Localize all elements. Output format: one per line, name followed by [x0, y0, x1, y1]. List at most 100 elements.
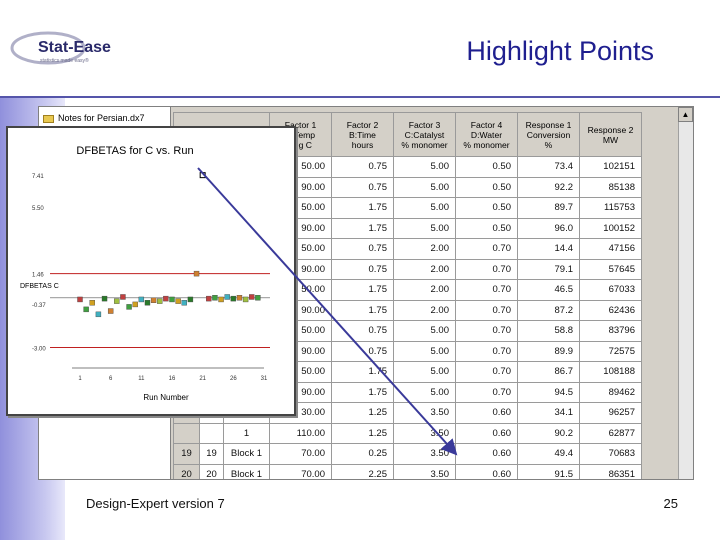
data-point[interactable]	[150, 297, 157, 303]
factor-d-cell[interactable]: 0.70	[455, 279, 518, 301]
factor-d-cell[interactable]: 0.70	[455, 258, 518, 280]
factor-b-cell[interactable]: 1.75	[331, 381, 394, 403]
factor-d-cell[interactable]: 0.60	[455, 422, 518, 444]
factor-c-cell[interactable]: 5.00	[393, 197, 456, 219]
factor-d-cell[interactable]: 0.70	[455, 238, 518, 260]
grid-column-header[interactable]: Response 1 Conversion%	[517, 112, 580, 157]
factor-a-cell[interactable]: 110.00	[269, 422, 332, 444]
data-point[interactable]	[126, 304, 132, 310]
response-2-cell[interactable]: 86351	[579, 463, 642, 479]
factor-b-cell[interactable]: 0.75	[331, 320, 394, 342]
row-number[interactable]: 20	[173, 463, 200, 479]
data-point[interactable]	[138, 296, 145, 303]
data-point[interactable]	[95, 311, 102, 318]
response-2-cell[interactable]: 102151	[579, 156, 642, 178]
factor-b-cell[interactable]: 1.75	[331, 217, 394, 239]
data-point[interactable]	[89, 300, 95, 306]
factor-b-cell[interactable]: 0.25	[331, 443, 394, 465]
response-1-cell[interactable]: 58.8	[517, 320, 580, 342]
data-point[interactable]	[169, 296, 175, 303]
factor-c-cell[interactable]: 5.00	[393, 381, 456, 403]
response-1-cell[interactable]: 87.2	[517, 299, 580, 321]
factor-c-cell[interactable]: 5.00	[393, 217, 456, 239]
factor-d-cell[interactable]: 0.50	[455, 197, 518, 219]
data-point[interactable]	[144, 300, 151, 306]
row-number[interactable]	[173, 422, 200, 444]
factor-d-cell[interactable]: 0.70	[455, 340, 518, 362]
table-row[interactable]: 19 19 Block 1 70.00 0.25 3.50 0.60 49.4 70683	[173, 443, 642, 465]
data-point[interactable]	[175, 298, 181, 304]
std-order-cell[interactable]: 20	[199, 463, 224, 479]
factor-d-cell[interactable]: 0.50	[455, 176, 518, 198]
data-point[interactable]	[120, 294, 126, 300]
factor-d-cell[interactable]: 0.50	[455, 156, 518, 178]
response-1-cell[interactable]: 94.5	[517, 381, 580, 403]
factor-b-cell[interactable]: 2.25	[331, 463, 394, 479]
response-2-cell[interactable]: 100152	[579, 217, 642, 239]
data-point[interactable]	[224, 294, 230, 300]
response-2-cell[interactable]: 70683	[579, 443, 642, 465]
factor-d-cell[interactable]: 0.70	[455, 299, 518, 321]
response-2-cell[interactable]: 96257	[579, 402, 642, 424]
response-2-cell[interactable]: 83796	[579, 320, 642, 342]
factor-c-cell[interactable]: 3.50	[393, 402, 456, 424]
factor-c-cell[interactable]: 3.50	[393, 443, 456, 465]
factor-b-cell[interactable]: 1.75	[331, 361, 394, 383]
factor-a-cell[interactable]: 70.00	[269, 463, 332, 479]
response-2-cell[interactable]: 67033	[579, 279, 642, 301]
data-point[interactable]	[255, 295, 261, 301]
factor-d-cell[interactable]: 0.60	[455, 443, 518, 465]
data-point[interactable]	[157, 298, 163, 304]
factor-c-cell[interactable]: 5.00	[393, 361, 456, 383]
data-point[interactable]	[107, 308, 114, 314]
data-point[interactable]	[163, 295, 169, 302]
response-1-cell[interactable]: 46.5	[517, 279, 580, 301]
data-point[interactable]	[193, 270, 200, 277]
response-2-cell[interactable]: 57645	[579, 258, 642, 280]
row-number[interactable]: 19	[173, 443, 200, 465]
factor-b-cell[interactable]: 1.75	[331, 197, 394, 219]
data-point[interactable]	[230, 295, 237, 302]
grid-column-header[interactable]: Response 2 MW	[579, 112, 642, 157]
response-1-cell[interactable]: 89.9	[517, 340, 580, 362]
response-1-cell[interactable]: 14.4	[517, 238, 580, 260]
response-1-cell[interactable]: 34.1	[517, 402, 580, 424]
response-2-cell[interactable]: 89462	[579, 381, 642, 403]
vertical-scrollbar[interactable]: ▲	[678, 107, 693, 479]
response-2-cell[interactable]: 72575	[579, 340, 642, 362]
block-cell[interactable]: 1	[223, 422, 270, 444]
factor-c-cell[interactable]: 3.50	[393, 463, 456, 479]
response-1-cell[interactable]: 96.0	[517, 217, 580, 239]
response-1-cell[interactable]: 89.7	[517, 197, 580, 219]
data-point[interactable]	[83, 306, 89, 313]
factor-c-cell[interactable]: 2.00	[393, 238, 456, 260]
data-point[interactable]	[181, 300, 187, 306]
factor-d-cell[interactable]: 0.60	[455, 402, 518, 424]
factor-b-cell[interactable]: 0.75	[331, 258, 394, 280]
data-point[interactable]	[187, 296, 194, 303]
factor-b-cell[interactable]: 1.75	[331, 299, 394, 321]
factor-b-cell[interactable]: 1.25	[331, 402, 394, 424]
data-point[interactable]	[218, 296, 224, 303]
tree-item-notes[interactable]: Notes for Persian.dx7	[43, 113, 145, 123]
factor-c-cell[interactable]: 5.00	[393, 176, 456, 198]
factor-d-cell[interactable]: 0.70	[455, 320, 518, 342]
response-2-cell[interactable]: 62436	[579, 299, 642, 321]
std-order-cell[interactable]	[199, 422, 224, 444]
data-point[interactable]	[77, 296, 83, 303]
factor-b-cell[interactable]: 0.75	[331, 340, 394, 362]
table-row[interactable]: 20 20 Block 1 70.00 2.25 3.50 0.60 91.5 86351	[173, 463, 642, 479]
response-1-cell[interactable]: 79.1	[517, 258, 580, 280]
response-1-cell[interactable]: 73.4	[517, 156, 580, 178]
data-point[interactable]	[242, 296, 249, 303]
factor-b-cell[interactable]: 0.75	[331, 156, 394, 178]
factor-c-cell[interactable]: 5.00	[393, 340, 456, 362]
dfbetas-plot-window[interactable]: DFBETAS for C vs. Run Run Number DFBETAS…	[6, 126, 296, 416]
response-1-cell[interactable]: 90.2	[517, 422, 580, 444]
response-1-cell[interactable]: 49.4	[517, 443, 580, 465]
data-point[interactable]	[101, 295, 108, 302]
data-point[interactable]	[114, 298, 120, 304]
factor-c-cell[interactable]: 2.00	[393, 258, 456, 280]
factor-c-cell[interactable]: 3.50	[393, 422, 456, 444]
grid-column-header[interactable]: Factor 2 B:Time hours	[331, 112, 394, 157]
